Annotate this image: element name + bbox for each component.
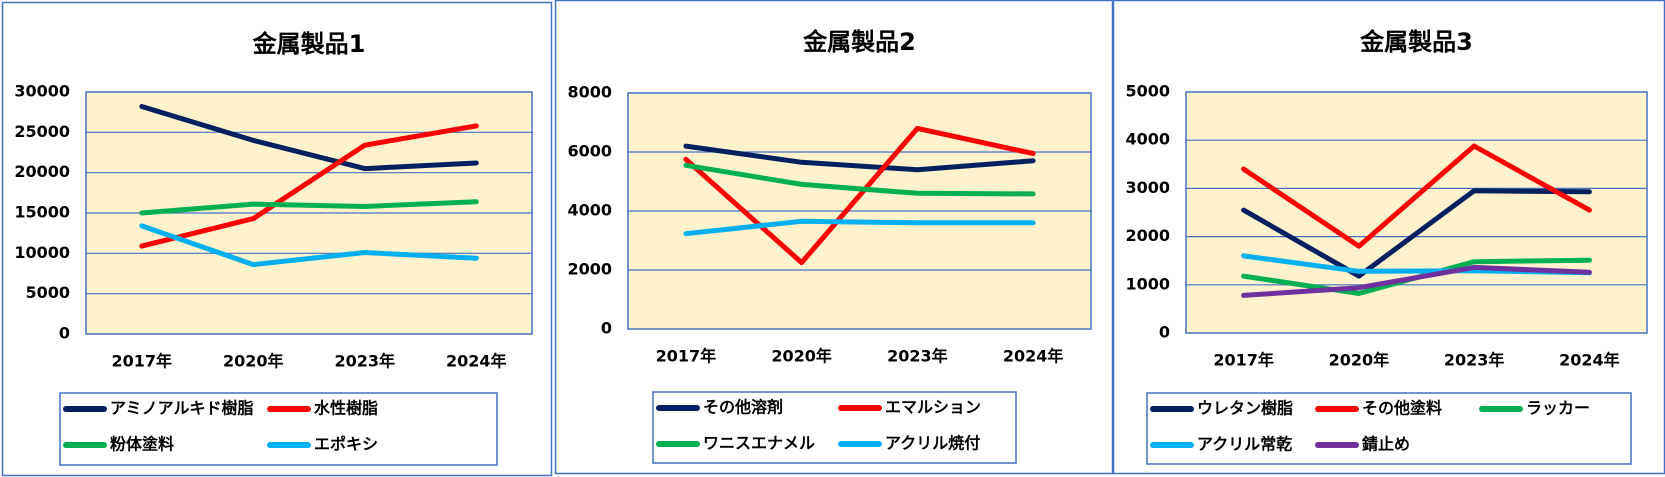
y-tick-label: 20000 xyxy=(14,162,70,181)
legend-label: アミノアルキド樹脂 xyxy=(110,399,254,418)
x-tick-label: 2020年 xyxy=(1329,351,1390,370)
y-tick-label: 8000 xyxy=(567,83,612,102)
series-line-1 xyxy=(683,143,1036,173)
y-tick-label: 10000 xyxy=(14,243,70,262)
y-tick-label: 0 xyxy=(1159,323,1170,342)
x-tick-label: 2023年 xyxy=(887,347,948,366)
series-line-2 xyxy=(683,125,1036,266)
x-tick-label: 2023年 xyxy=(1444,351,1505,370)
legend-label: ラッカー xyxy=(1526,399,1590,418)
x-tick-label: 2024年 xyxy=(446,352,507,371)
chart-title: 金属製品2 xyxy=(802,28,916,56)
y-tick-label: 3000 xyxy=(1125,178,1170,197)
legend-label: 粉体塗料 xyxy=(110,435,174,454)
chart-panel-1: 金属製品1 0 5000 10000 15000 20000 25000 30000 2017年… xyxy=(1,1,553,477)
chart-title: 金属製品3 xyxy=(1359,28,1473,56)
legend-label: 水性樹脂 xyxy=(314,399,378,418)
y-tick-label: 2000 xyxy=(1125,226,1170,245)
y-tick-label: 0 xyxy=(601,319,612,338)
legend-label: ワニスエナメル xyxy=(703,434,815,453)
y-tick-label: 30000 xyxy=(14,82,70,101)
y-tick-label: 4000 xyxy=(567,201,612,220)
series-line-2 xyxy=(139,123,479,249)
legend-label: アクリル常乾 xyxy=(1197,435,1292,454)
chart-panel-2: 金属製品2 0 2000 4000 6000 8000 2017年 2020年 2023年 202… xyxy=(554,0,1114,475)
x-tick-label: 2023年 xyxy=(334,352,395,371)
legend-label: エマルション xyxy=(885,398,981,417)
series-line-5 xyxy=(1241,264,1592,298)
series-line-4 xyxy=(683,218,1036,237)
legend-label: その他溶剤 xyxy=(703,398,783,417)
legend-label: アクリル焼付 xyxy=(885,434,980,453)
series-line-1 xyxy=(1241,188,1592,279)
x-tick-label: 2017年 xyxy=(1213,351,1274,370)
y-tick-label: 5000 xyxy=(1125,82,1170,101)
y-tick-label: 25000 xyxy=(14,122,70,141)
y-tick-label: 0 xyxy=(59,324,70,343)
series-line-1 xyxy=(139,104,479,172)
legend-box xyxy=(652,391,1017,464)
legend-label: 錆止め xyxy=(1362,435,1410,454)
x-tick-label: 2024年 xyxy=(1559,351,1620,370)
legend-label: ウレタン樹脂 xyxy=(1197,399,1293,418)
x-tick-label: 2017年 xyxy=(111,352,172,371)
series-line-3 xyxy=(683,162,1036,197)
legend-label: エポキシ xyxy=(314,435,378,454)
chart-panel-3: 金属製品3 0 1000 2000 3000 4000 5000 2017年 2020年 2023… xyxy=(1112,0,1665,475)
y-tick-label: 6000 xyxy=(567,142,612,161)
legend-box xyxy=(1146,392,1632,465)
legend-box xyxy=(59,392,498,466)
y-tick-label: 15000 xyxy=(14,203,70,222)
series-line-2 xyxy=(1241,143,1592,249)
legend-label: その他塗料 xyxy=(1362,399,1442,418)
y-tick-label: 1000 xyxy=(1125,274,1170,293)
x-tick-label: 2017年 xyxy=(656,347,717,366)
x-tick-label: 2020年 xyxy=(771,347,832,366)
x-tick-label: 2024年 xyxy=(1003,347,1064,366)
series-line-4 xyxy=(139,223,479,268)
y-tick-label: 2000 xyxy=(567,260,612,279)
x-tick-label: 2020年 xyxy=(223,352,284,371)
chart-title: 金属製品1 xyxy=(252,30,366,58)
y-tick-label: 4000 xyxy=(1125,130,1170,149)
y-tick-label: 5000 xyxy=(25,283,70,302)
series-line-3 xyxy=(139,199,479,216)
